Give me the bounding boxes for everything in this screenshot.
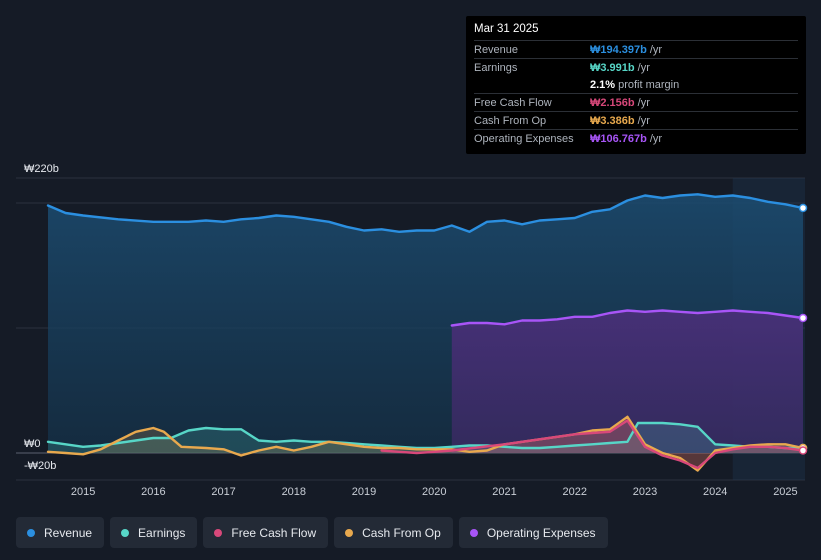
chart-legend: Revenue Earnings Free Cash Flow Cash Fro… — [16, 517, 608, 548]
legend-item-cash-from-op[interactable]: Cash From Op — [334, 517, 453, 548]
legend-item-free-cash-flow[interactable]: Free Cash Flow — [203, 517, 329, 548]
tooltip-date: Mar 31 2025 — [474, 23, 539, 35]
x-tick-label: 2021 — [492, 486, 516, 498]
tooltip-value: ₩3.991b — [590, 61, 635, 74]
tooltip-unit: /yr — [637, 114, 650, 127]
x-tick-label: 2023 — [633, 486, 657, 498]
x-tick-label: 2018 — [282, 486, 306, 498]
y-tick-label: -₩20b — [24, 460, 56, 472]
legend-dot-icon — [469, 528, 478, 537]
tooltip-unit: /yr — [637, 96, 650, 109]
legend-label: Cash From Op — [362, 525, 441, 540]
legend-dot-icon — [214, 528, 223, 537]
tooltip-row-free-cash-flow: Free Cash Flow ₩2.156b /yr — [474, 93, 798, 111]
earnings-line — [46, 421, 805, 450]
legend-label: Revenue — [44, 525, 93, 540]
y-axis-labels: ₩220b ₩0 -₩20b — [24, 163, 59, 472]
legend-label: Operating Expenses — [486, 525, 596, 540]
operating-expenses-area — [451, 310, 803, 453]
tooltip-value: 2.1% — [590, 78, 616, 91]
legend-label: Earnings — [138, 525, 186, 540]
x-tick-label: 2017 — [211, 486, 235, 498]
tooltip-label: Operating Expenses — [474, 132, 574, 145]
operating-expenses-line — [450, 309, 805, 327]
series-fills — [48, 194, 803, 471]
tooltip-row-operating-expenses: Operating Expenses ₩106.767b /yr — [474, 129, 798, 147]
tooltip-label: Cash From Op — [474, 114, 547, 127]
free-cash-flow-endpoint — [798, 446, 808, 455]
tooltip-value: ₩194.397b — [590, 43, 647, 56]
tooltip-unit: profit margin — [618, 78, 680, 91]
x-tick-label: 2024 — [703, 486, 727, 498]
x-tick-label: 2025 — [773, 486, 797, 498]
tooltip-row-cash-from-op: Cash From Op ₩3.386b /yr — [474, 111, 798, 129]
legend-dot-icon — [345, 528, 354, 537]
legend-dot-icon — [27, 528, 35, 537]
tooltip-row-profit-margin: 2.1% profit margin — [474, 76, 798, 93]
x-axis-labels: 2015 2016 2017 2018 2019 2020 2021 2022 2023 2024… — [71, 486, 798, 498]
y-tick-label: ₩0 — [24, 438, 41, 450]
tooltip-label: Revenue — [474, 43, 519, 56]
legend-dot-icon — [121, 528, 130, 537]
x-tick-label: 2015 — [71, 486, 95, 498]
tooltip-unit: /yr — [649, 43, 663, 56]
revenue-endpoint — [798, 203, 808, 213]
legend-item-earnings[interactable]: Earnings — [110, 517, 198, 548]
tooltip-row-earnings: Earnings ₩3.991b /yr — [474, 58, 798, 76]
legend-item-revenue[interactable]: Revenue — [16, 517, 105, 548]
free-cash-flow-line — [380, 419, 805, 470]
tooltip-value: ₩106.767b — [590, 132, 647, 145]
cash-from-op-line — [46, 415, 805, 472]
data-tooltip: Mar 31 2025 Revenue ₩194.397b /yr Earnin… — [466, 16, 806, 154]
legend-label: Free Cash Flow — [231, 525, 317, 540]
x-tick-label: 2020 — [422, 486, 446, 498]
tooltip-label: Earnings — [474, 61, 518, 74]
series-lines — [46, 193, 805, 472]
tooltip-value: ₩2.156b — [590, 96, 635, 109]
tooltip-unit: /yr — [637, 61, 650, 74]
operating-expenses-endpoint — [798, 313, 808, 323]
tooltip-row-revenue: Revenue ₩194.397b /yr — [474, 40, 798, 58]
y-tick-label: ₩220b — [24, 163, 59, 175]
x-tick-label: 2019 — [352, 486, 376, 498]
x-tick-label: 2016 — [141, 486, 165, 498]
tooltip-label: Free Cash Flow — [474, 96, 552, 109]
legend-item-operating-expenses[interactable]: Operating Expenses — [458, 517, 608, 548]
x-tick-label: 2022 — [563, 486, 587, 498]
tooltip-unit: /yr — [649, 132, 663, 145]
revenue-line — [46, 193, 805, 233]
series-endpoints — [798, 203, 808, 455]
tooltip-value: ₩3.386b — [590, 114, 635, 127]
